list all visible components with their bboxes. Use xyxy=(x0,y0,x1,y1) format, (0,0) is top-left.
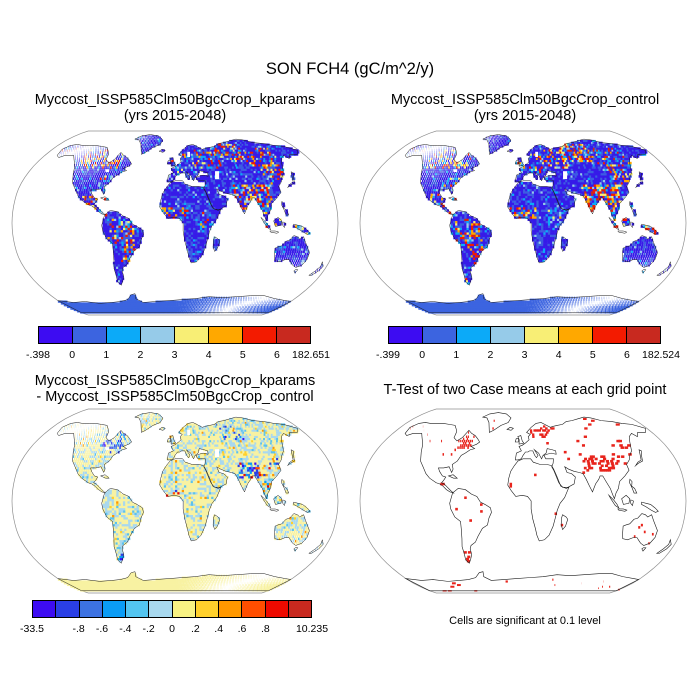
colorbar-tick-label: .8 xyxy=(260,623,270,635)
colorbar-strip xyxy=(38,326,311,344)
colorbar-segment xyxy=(593,327,627,343)
colorbar-segment xyxy=(243,327,277,343)
map-ttest xyxy=(353,403,693,599)
panel-title-difference: Myccost_ISSP585Clm50BgcCrop_kparams - My… xyxy=(0,373,350,405)
colorbar-tick-labels: -.398 0 1 2 3 4 5 6 182.651 xyxy=(26,349,330,362)
colorbar-tick-label: 2 xyxy=(137,349,144,361)
colorbar-segment xyxy=(265,601,289,617)
colorbar-tick-label: .6 xyxy=(237,623,247,635)
colorbar-tick-label: -.398 xyxy=(26,349,50,361)
colorbar-kparams: -.398 0 1 2 3 4 5 6 182.651 xyxy=(26,326,330,362)
colorbar-tick-label: 5 xyxy=(589,349,596,361)
panel-title-line2: - Myccost_ISSP585Clm50BgcCrop_control xyxy=(36,389,314,405)
colorbar-tick-labels: -.399 0 1 2 3 4 5 6 182.524 xyxy=(376,349,680,362)
colorbar-tick-label: 4 xyxy=(555,349,562,361)
colorbar-segment xyxy=(219,601,243,617)
panel-title-ttest: T-Test of two Case means at each grid po… xyxy=(383,382,667,398)
colorbar-segment xyxy=(126,601,150,617)
significance-caption: Cells are significant at 0.1 level xyxy=(449,615,601,627)
colorbar-tick-labels: -33.5 -.8 -.6 -.4 -.2 0 .2 .4 .6 .8 10.235 xyxy=(20,623,328,636)
colorbar-segment xyxy=(39,327,73,343)
colorbar-tick-label: -.2 xyxy=(142,623,155,635)
colorbar-tick-label: 0 xyxy=(419,349,426,361)
colorbar-tick-label: 1 xyxy=(453,349,460,361)
colorbar-segment xyxy=(33,601,57,617)
colorbar-control: -.399 0 1 2 3 4 5 6 182.524 xyxy=(376,326,680,362)
colorbar-tick-label: -33.5 xyxy=(20,623,44,635)
panel-title-line1: Myccost_ISSP585Clm50BgcCrop_control xyxy=(390,92,660,108)
colorbar-segment xyxy=(107,327,141,343)
figure-title: SON FCH4 (gC/m^2/y) xyxy=(265,60,435,78)
colorbar-segment xyxy=(141,327,175,343)
colorbar-tick-label: 4 xyxy=(205,349,212,361)
colorbar-segment xyxy=(242,601,266,617)
colorbar-tick-label: -.4 xyxy=(119,623,132,635)
colorbar-segment xyxy=(172,601,196,617)
colorbar-segment xyxy=(389,327,423,343)
colorbar-segment xyxy=(209,327,243,343)
panel-title-line1: Myccost_ISSP585Clm50BgcCrop_kparams xyxy=(34,373,316,389)
colorbar-tick-label: 182.524 xyxy=(642,349,680,361)
panel-title-line2: (yrs 2015-2048) xyxy=(473,108,577,124)
colorbar-tick-label: 2 xyxy=(487,349,494,361)
colorbar-tick-label: 1 xyxy=(103,349,110,361)
colorbar-segment xyxy=(195,601,219,617)
colorbar-segment xyxy=(525,327,559,343)
colorbar-segment xyxy=(491,327,525,343)
panel-title-line1: Myccost_ISSP585Clm50BgcCrop_kparams xyxy=(34,92,316,108)
colorbar-tick-label: 6 xyxy=(273,349,280,361)
colorbar-segment xyxy=(457,327,491,343)
panel-title-line2: (yrs 2015-2048) xyxy=(123,108,227,124)
colorbar-strip xyxy=(32,600,312,618)
colorbar-tick-label: 182.651 xyxy=(292,349,330,361)
colorbar-tick-label: 3 xyxy=(521,349,528,361)
colorbar-segment xyxy=(288,601,311,617)
colorbar-tick-label: 6 xyxy=(623,349,630,361)
colorbar-segment xyxy=(149,601,173,617)
colorbar-tick-label: .4 xyxy=(214,623,224,635)
colorbar-tick-label: 3 xyxy=(171,349,178,361)
colorbar-difference: -33.5 -.8 -.6 -.4 -.2 0 .2 .4 .6 .8 10.235 xyxy=(20,600,328,636)
panel-title-control: Myccost_ISSP585Clm50BgcCrop_control (yrs… xyxy=(350,92,700,124)
map-kparams xyxy=(5,125,345,321)
colorbar-tick-label: 10.235 xyxy=(295,623,329,635)
colorbar-segment xyxy=(423,327,457,343)
map-difference xyxy=(5,403,345,599)
colorbar-tick-label: 0 xyxy=(169,623,175,635)
colorbar-strip xyxy=(388,326,661,344)
colorbar-tick-label: -.6 xyxy=(95,623,109,635)
colorbar-tick-label: -.8 xyxy=(72,623,85,635)
panel-title-kparams: Myccost_ISSP585Clm50BgcCrop_kparams (yrs… xyxy=(0,92,350,124)
colorbar-segment xyxy=(175,327,209,343)
map-control xyxy=(353,125,693,321)
colorbar-segment xyxy=(559,327,593,343)
colorbar-tick-label: -.399 xyxy=(376,349,400,361)
colorbar-segment xyxy=(627,327,660,343)
colorbar-segment xyxy=(56,601,80,617)
colorbar-tick-label: .2 xyxy=(190,623,200,635)
colorbar-tick-label: 5 xyxy=(239,349,246,361)
colorbar-segment xyxy=(73,327,107,343)
colorbar-segment xyxy=(102,601,126,617)
colorbar-segment xyxy=(277,327,310,343)
colorbar-tick-label: 0 xyxy=(69,349,76,361)
colorbar-segment xyxy=(79,601,103,617)
